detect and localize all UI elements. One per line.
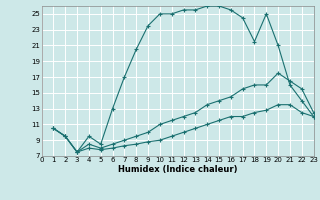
X-axis label: Humidex (Indice chaleur): Humidex (Indice chaleur): [118, 165, 237, 174]
